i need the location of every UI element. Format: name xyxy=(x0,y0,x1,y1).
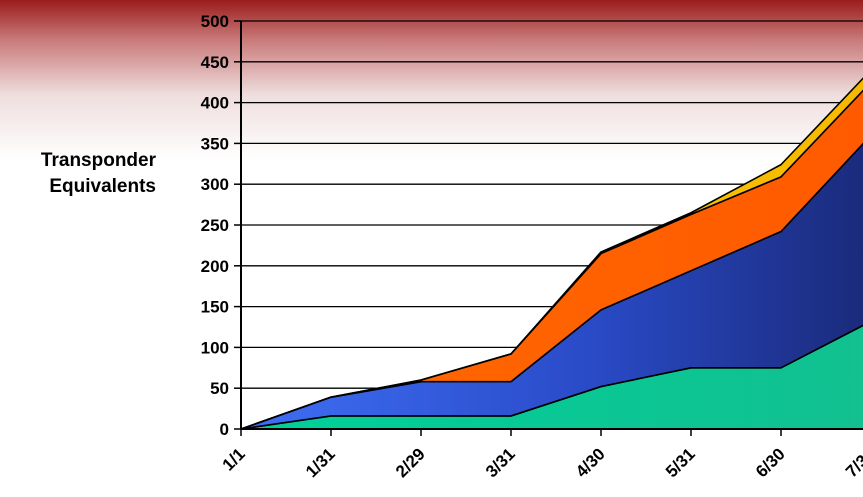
y-tick-label-50: 50 xyxy=(210,379,229,398)
y-tick-label-0: 0 xyxy=(220,420,229,439)
y-tick-label-100: 100 xyxy=(201,338,229,357)
x-tick-label-2: 1/31 xyxy=(302,444,339,481)
y-tick-label-450: 450 xyxy=(201,53,229,72)
x-tick-label-7: 6/30 xyxy=(752,444,789,481)
x-tick-label-6: 5/31 xyxy=(662,444,699,481)
y-tick-label-350: 350 xyxy=(201,134,229,153)
x-tick-label-5: 4/30 xyxy=(572,444,609,481)
x-tick-label-8: 7/31 xyxy=(842,444,863,481)
y-axis-label-line-2: Equivalents xyxy=(49,176,156,197)
y-tick-label-400: 400 xyxy=(201,94,229,113)
x-tick-label-1: 1/1 xyxy=(219,444,249,474)
y-tick-label-250: 250 xyxy=(201,216,229,235)
y-axis-label-line-1: Transponder xyxy=(40,150,156,171)
area-series-4 xyxy=(240,77,863,430)
y-tick-label-500: 500 xyxy=(201,12,229,31)
x-tick-label-4: 3/31 xyxy=(482,444,519,481)
x-tick-label-3: 2/29 xyxy=(392,444,429,481)
y-tick-label-200: 200 xyxy=(201,257,229,276)
y-tick-label-150: 150 xyxy=(201,298,229,317)
y-tick-label-300: 300 xyxy=(201,175,229,194)
